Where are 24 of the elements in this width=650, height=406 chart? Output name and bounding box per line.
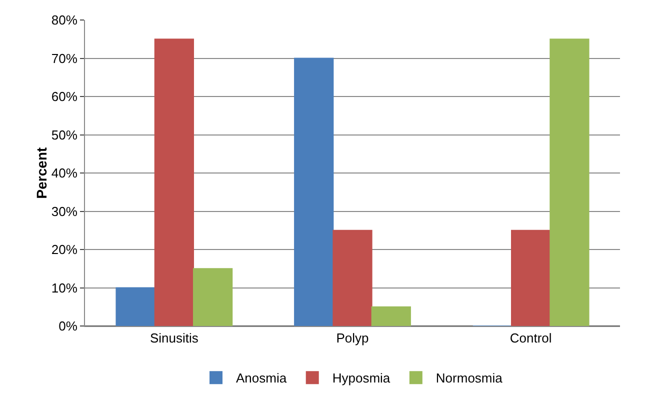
x-tick-label: Polyp	[336, 330, 369, 346]
bar	[116, 287, 156, 326]
legend-label: Normosmia	[436, 370, 504, 386]
bar	[511, 230, 551, 326]
y-tick-label: 20%	[51, 242, 78, 258]
y-tick-label: 60%	[51, 89, 78, 104]
y-axis-title: Percent	[33, 146, 50, 199]
x-tick-label: Control	[510, 330, 552, 346]
bar	[192, 268, 233, 326]
legend-label: Hyposmia	[332, 370, 391, 386]
y-tick-label: 10%	[51, 280, 78, 296]
y-tick-label: 50%	[51, 127, 78, 142]
bar	[550, 38, 590, 326]
y-tick-label: 70%	[51, 50, 78, 66]
bar	[371, 306, 411, 326]
y-tick-label: 0%	[58, 318, 78, 334]
y-tick-label: 30%	[51, 204, 78, 219]
bar	[154, 38, 194, 326]
legend-label: Anosmia	[236, 370, 288, 386]
x-tick-label: Sinusitis	[150, 330, 199, 346]
y-tick-label: 80%	[51, 12, 78, 28]
bar	[294, 58, 334, 326]
y-tick-label: 40%	[51, 166, 78, 181]
bar	[332, 230, 372, 326]
